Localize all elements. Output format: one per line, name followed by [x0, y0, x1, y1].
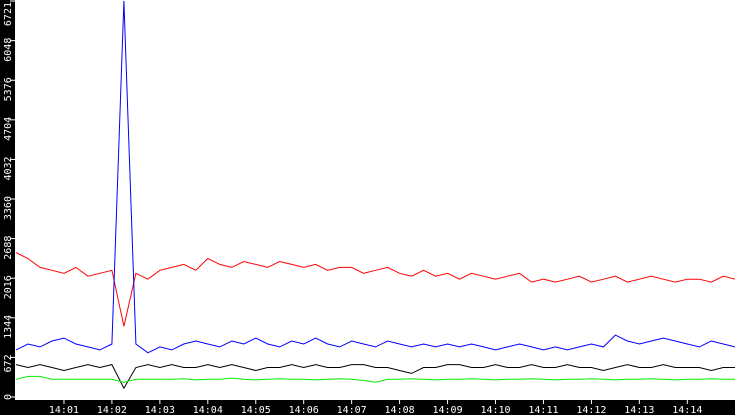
- y-tick-label: 6048: [3, 38, 14, 62]
- y-tick-label: 4032: [3, 156, 14, 180]
- y-tick-label: 672: [3, 354, 14, 372]
- x-tick-label: 14:03: [145, 405, 175, 415]
- series-line-1: [15, 0, 735, 354]
- y-axis-band: [0, 0, 15, 415]
- y-tick-label: 0: [3, 394, 14, 400]
- series-line-3: [15, 375, 735, 383]
- x-tick-label: 14:10: [480, 405, 510, 415]
- plot-area: [15, 0, 735, 400]
- x-tick-label: 14:01: [49, 405, 79, 415]
- series-layer: [15, 0, 735, 390]
- series-line-0: [15, 252, 735, 327]
- y-tick-label: 6721: [3, 2, 14, 26]
- x-tick-label: 14:11: [528, 405, 558, 415]
- x-tick-label: 14:08: [385, 405, 415, 415]
- x-tick-label: 14:14: [672, 405, 702, 415]
- series-line-2: [15, 364, 735, 390]
- x-tick-label: 14:09: [432, 405, 462, 415]
- y-tick-label: 4704: [3, 117, 14, 141]
- y-tick-label: 3360: [3, 196, 14, 220]
- x-tick-label: 14:06: [289, 405, 319, 415]
- y-tick-label: 1344: [3, 315, 14, 339]
- x-tick-label: 14:02: [97, 405, 127, 415]
- x-axis-band: [0, 400, 735, 415]
- y-tick-label: 5376: [3, 77, 14, 101]
- x-tick-label: 14:05: [241, 405, 271, 415]
- x-tick-label: 14:12: [576, 405, 606, 415]
- axis-layer: 0 672 1344 2016 2688 3360 4032 4704 5376 6048 6721…: [3, 0, 702, 415]
- y-tick-label: 2016: [3, 275, 14, 299]
- x-tick-label: 14:13: [624, 405, 654, 415]
- x-tick-label: 14:04: [193, 405, 223, 415]
- x-tick-label: 14:07: [337, 405, 367, 415]
- y-tick-label: 2688: [3, 236, 14, 260]
